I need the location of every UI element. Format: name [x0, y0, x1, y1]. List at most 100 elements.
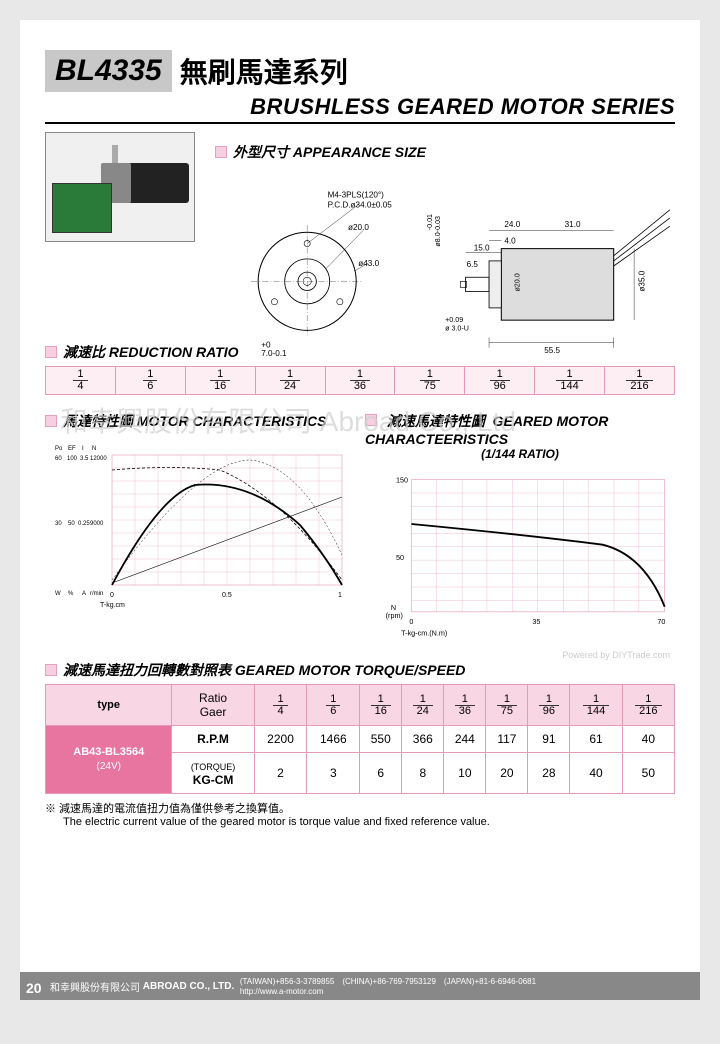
ratio-col-header: 1216: [622, 685, 674, 726]
svg-text:70: 70: [657, 617, 665, 626]
svg-text:T-kg-cm.(N.m): T-kg-cm.(N.m): [401, 629, 447, 638]
svg-text:1: 1: [338, 592, 342, 599]
page-footer: 20 和幸興股份有限公司 ABROAD CO., LTD. (TAIWAN)+8…: [20, 972, 700, 1000]
dim-d3: ø 3.0-U: [445, 324, 469, 332]
dimension-svg: M4-3PLS(120°) P.C.D.ø34.0±0.05 ø20.0 ø43…: [205, 166, 675, 366]
footnote: ※ 減速馬達的電流值扭力值為僅供參考之換算值。 The electric cur…: [45, 800, 675, 828]
svg-text:35: 35: [532, 617, 540, 626]
geared-char-chart: 150 50 N (rpm) 0: [365, 465, 675, 645]
rpm-cell: 61: [570, 726, 622, 753]
rpm-cell: 244: [444, 726, 486, 753]
rpm-cell: 40: [622, 726, 674, 753]
rpm-cell: 2200: [254, 726, 307, 753]
svg-text:T-kg.cm: T-kg.cm: [100, 602, 125, 609]
page-number: 20: [26, 980, 42, 996]
svg-text:50: 50: [68, 521, 75, 527]
svg-text:r/min: r/min: [90, 591, 103, 597]
geared-char-heading: 減速馬達特性圖 GEARED MOTOR CHARACTEERISTICS (1…: [365, 411, 675, 461]
svg-text:0.25: 0.25: [78, 521, 90, 527]
svg-text:30: 30: [55, 521, 62, 527]
appearance-heading: 外型尺寸 APPEARANCE SIZE: [215, 142, 675, 162]
dim-555: 55.5: [544, 346, 560, 355]
rpm-cell: 117: [486, 726, 528, 753]
diytrade-credit: Powered by DIYTrade.com: [562, 650, 670, 660]
model-cell: AB43-BL3564(24V): [46, 726, 172, 794]
svg-text:%: %: [68, 591, 74, 597]
torque-speed-table: typeRatioGaer141611612413617519611441216…: [45, 684, 675, 794]
rpm-cell: 91: [528, 726, 570, 753]
ratio-cell: 16: [115, 367, 185, 395]
chinese-title: 無刷馬達系列: [180, 51, 348, 91]
ratio-col-header: 116: [360, 685, 402, 726]
torque-cell: 40: [570, 753, 622, 794]
ratio-col-header: 175: [486, 685, 528, 726]
dim-m4: M4-3PLS(120°): [328, 191, 385, 200]
bullet-icon: [365, 414, 377, 426]
ratio-col-header: 14: [254, 685, 307, 726]
svg-text:60: 60: [55, 456, 62, 462]
charts-row: 馬達特性圖 MOTOR CHARACTERISTICS PoEFIN 60100…: [45, 401, 675, 650]
torque-cell: 28: [528, 753, 570, 794]
title-row: BL4335 無刷馬達系列: [45, 50, 675, 92]
svg-text:(rpm): (rpm): [386, 611, 403, 620]
svg-text:150: 150: [396, 476, 408, 485]
ratio-col-header: 124: [402, 685, 444, 726]
rpm-cell: 366: [402, 726, 444, 753]
dim-65: 6.5: [467, 260, 479, 269]
svg-text:0: 0: [409, 617, 413, 626]
torque-speed-heading: 減速馬達扭力回轉數對照表 GEARED MOTOR TORQUE/SPEED: [45, 660, 675, 680]
svg-text:50: 50: [396, 553, 404, 562]
type-header: type: [46, 685, 172, 726]
bullet-icon: [215, 146, 227, 158]
bullet-icon: [45, 415, 57, 427]
ratio-col-header: 1144: [570, 685, 622, 726]
dim-d3t: +0.09: [445, 316, 463, 324]
svg-text:A: A: [82, 591, 86, 597]
svg-text:I: I: [82, 446, 84, 452]
model-number: BL4335: [45, 50, 172, 92]
dim-4: 4.0: [504, 237, 516, 246]
torque-cell: 20: [486, 753, 528, 794]
rpm-cell: 550: [360, 726, 402, 753]
dim-d43: ø43.0: [358, 259, 379, 268]
torque-cell: 3: [307, 753, 360, 794]
geared-char-column: 減速馬達特性圖 GEARED MOTOR CHARACTEERISTICS (1…: [365, 401, 675, 650]
dimension-diagram: 外型尺寸 APPEARANCE SIZE M4-3PLS(120°) P.C.D…: [205, 132, 675, 332]
svg-text:N: N: [92, 446, 96, 452]
english-title: BRUSHLESS GEARED MOTOR SERIES: [45, 94, 675, 124]
rpm-cell: 1466: [307, 726, 360, 753]
svg-text:3.5: 3.5: [80, 456, 89, 462]
svg-text:0: 0: [110, 592, 114, 599]
torque-cell: 6: [360, 753, 402, 794]
torque-cell: 50: [622, 753, 674, 794]
bullet-icon: [45, 346, 57, 358]
torque-cell: 2: [254, 753, 307, 794]
motor-char-chart: PoEFIN 601003.512000 30500.259000 W%Ar/m…: [45, 435, 355, 615]
torque-label: (TORQUE)KG-CM: [172, 753, 254, 794]
dim-31: 31.0: [565, 220, 581, 229]
ratio-cell: 14: [46, 367, 116, 395]
dim-d70: 7.0-0.1: [261, 349, 287, 358]
datasheet-page: BL4335 無刷馬達系列 BRUSHLESS GEARED MOTOR SER…: [20, 20, 700, 1000]
ratio-gear-header: RatioGaer: [172, 685, 254, 726]
dim-d20: ø20.0: [348, 223, 369, 232]
svg-text:12000: 12000: [90, 456, 107, 462]
bullet-icon: [45, 664, 57, 676]
torque-cell: 10: [444, 753, 486, 794]
svg-text:W: W: [55, 591, 61, 597]
product-photo: [45, 132, 195, 242]
svg-text:0.5: 0.5: [222, 592, 232, 599]
motor-char-column: 馬達特性圖 MOTOR CHARACTERISTICS PoEFIN 60100…: [45, 401, 355, 650]
svg-text:Po: Po: [55, 446, 63, 452]
svg-text:9000: 9000: [90, 521, 104, 527]
dim-24: 24.0: [504, 220, 520, 229]
dim-pcd: P.C.D.ø34.0±0.05: [328, 201, 393, 210]
torque-cell: 8: [402, 753, 444, 794]
ratio-col-header: 196: [528, 685, 570, 726]
top-area: 外型尺寸 APPEARANCE SIZE M4-3PLS(120°) P.C.D…: [45, 132, 675, 332]
rpm-label: R.P.M: [172, 726, 254, 753]
dim-d20b: ø20.0: [514, 273, 522, 291]
dim-15: 15.0: [474, 244, 490, 253]
ratio-col-header: 16: [307, 685, 360, 726]
svg-text:100: 100: [67, 456, 78, 462]
